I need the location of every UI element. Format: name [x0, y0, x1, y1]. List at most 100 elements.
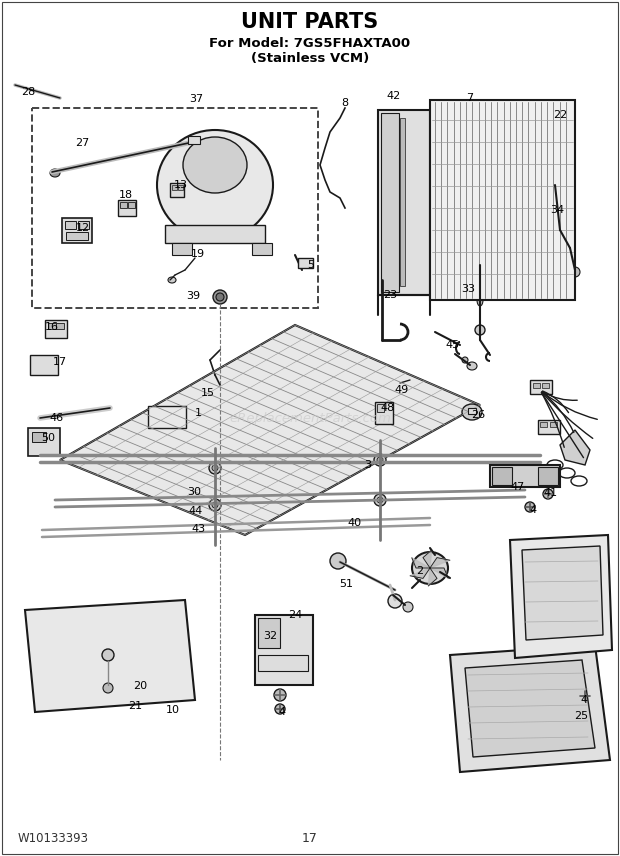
- Bar: [178, 185, 183, 190]
- Ellipse shape: [172, 411, 174, 413]
- Ellipse shape: [374, 494, 386, 506]
- Bar: [538, 467, 558, 485]
- Bar: [255, 615, 313, 685]
- Polygon shape: [522, 546, 603, 640]
- Bar: [118, 200, 136, 216]
- Ellipse shape: [183, 137, 247, 193]
- Text: 37: 37: [189, 94, 203, 104]
- Text: 51: 51: [339, 579, 353, 589]
- Ellipse shape: [403, 602, 413, 612]
- Text: 5: 5: [308, 260, 314, 270]
- Text: 4: 4: [529, 505, 536, 515]
- Bar: [28, 428, 60, 456]
- Text: 28: 28: [21, 87, 35, 97]
- Ellipse shape: [330, 553, 346, 569]
- Ellipse shape: [462, 357, 468, 363]
- Text: 26: 26: [471, 410, 485, 420]
- Bar: [492, 467, 512, 485]
- Bar: [78, 221, 89, 229]
- Text: 15: 15: [201, 388, 215, 398]
- Text: 50: 50: [41, 433, 55, 443]
- Text: 12: 12: [76, 223, 90, 233]
- Ellipse shape: [209, 462, 221, 474]
- Bar: [258, 655, 308, 671]
- Bar: [65, 221, 76, 229]
- Bar: [62, 218, 92, 243]
- Text: 49: 49: [395, 385, 409, 395]
- Bar: [430, 100, 575, 300]
- Ellipse shape: [33, 361, 41, 369]
- Text: 16: 16: [45, 322, 59, 332]
- Text: UNIT PARTS: UNIT PARTS: [241, 12, 379, 32]
- Bar: [45, 320, 67, 338]
- Bar: [298, 258, 313, 268]
- Bar: [550, 422, 557, 427]
- Ellipse shape: [462, 404, 482, 420]
- Bar: [378, 110, 430, 295]
- Ellipse shape: [168, 277, 176, 283]
- Ellipse shape: [50, 169, 60, 177]
- Text: 45: 45: [446, 340, 460, 350]
- Text: 47: 47: [511, 482, 525, 492]
- Ellipse shape: [161, 411, 164, 413]
- Ellipse shape: [275, 704, 285, 714]
- Text: 4: 4: [580, 695, 588, 705]
- Bar: [377, 404, 384, 412]
- Bar: [490, 465, 560, 487]
- Text: 3: 3: [365, 460, 371, 470]
- Bar: [165, 225, 265, 243]
- Text: 23: 23: [383, 290, 397, 300]
- Text: W10133393: W10133393: [18, 831, 89, 845]
- Ellipse shape: [250, 232, 260, 242]
- Polygon shape: [430, 568, 448, 578]
- Text: 39: 39: [186, 291, 200, 301]
- Text: 7: 7: [466, 93, 474, 103]
- Text: 43: 43: [191, 524, 205, 534]
- Ellipse shape: [475, 325, 485, 335]
- Text: 33: 33: [461, 284, 475, 294]
- Ellipse shape: [103, 683, 113, 693]
- Text: 17: 17: [53, 357, 67, 367]
- Text: 42: 42: [387, 91, 401, 101]
- Text: 44: 44: [189, 506, 203, 516]
- Bar: [540, 422, 547, 427]
- Ellipse shape: [475, 260, 485, 270]
- Ellipse shape: [172, 419, 174, 421]
- Text: 18: 18: [119, 190, 133, 200]
- Ellipse shape: [467, 362, 477, 370]
- Bar: [258, 618, 280, 648]
- Ellipse shape: [43, 361, 51, 369]
- Bar: [542, 383, 549, 388]
- Text: 4: 4: [278, 707, 286, 717]
- Ellipse shape: [377, 457, 383, 463]
- Polygon shape: [450, 645, 610, 772]
- Ellipse shape: [388, 594, 402, 608]
- Text: 30: 30: [187, 487, 201, 497]
- Ellipse shape: [567, 246, 575, 254]
- Text: 8: 8: [342, 98, 348, 108]
- Text: 21: 21: [128, 701, 142, 711]
- Text: 20: 20: [133, 681, 147, 691]
- Ellipse shape: [552, 179, 560, 187]
- Ellipse shape: [374, 454, 386, 466]
- Bar: [533, 383, 540, 388]
- Polygon shape: [510, 535, 612, 658]
- Polygon shape: [428, 568, 437, 586]
- Bar: [128, 202, 135, 208]
- Ellipse shape: [213, 290, 227, 304]
- Bar: [530, 380, 552, 394]
- Ellipse shape: [477, 294, 483, 306]
- Bar: [172, 185, 177, 190]
- Text: 34: 34: [550, 205, 564, 215]
- Bar: [66, 232, 88, 240]
- Bar: [188, 136, 200, 144]
- Bar: [400, 118, 405, 286]
- Text: 46: 46: [49, 413, 63, 423]
- Text: 48: 48: [381, 403, 395, 413]
- Polygon shape: [25, 600, 195, 712]
- Text: 17: 17: [302, 831, 318, 845]
- Bar: [32, 108, 318, 308]
- Ellipse shape: [216, 293, 224, 301]
- Ellipse shape: [157, 130, 273, 240]
- Ellipse shape: [273, 628, 283, 638]
